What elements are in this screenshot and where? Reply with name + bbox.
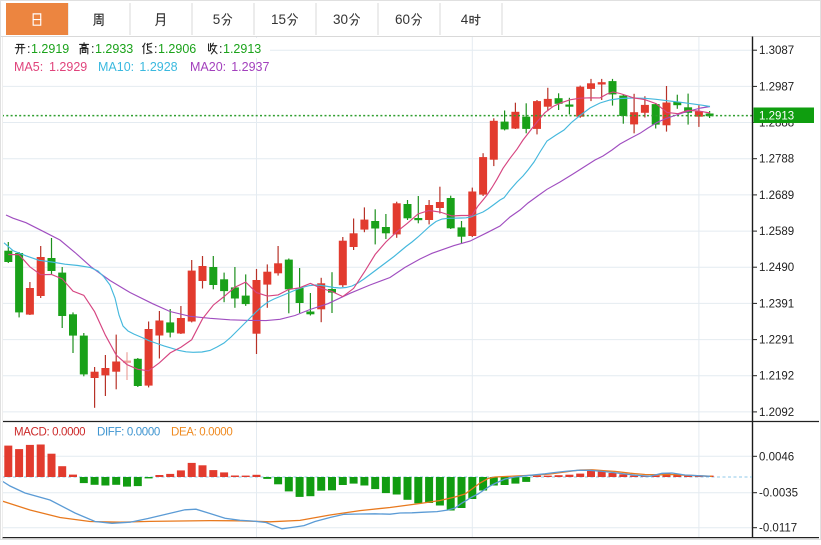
svg-text:MA10:: MA10: — [98, 60, 134, 74]
svg-text:1.2689: 1.2689 — [759, 190, 794, 202]
svg-text:1.2929: 1.2929 — [49, 60, 87, 74]
svg-text:-0.0117: -0.0117 — [759, 523, 797, 535]
svg-text:1.2788: 1.2788 — [759, 154, 794, 166]
svg-text:0.0046: 0.0046 — [759, 451, 794, 463]
svg-text:1.2092: 1.2092 — [759, 407, 794, 419]
svg-text:MA20:: MA20: — [190, 60, 226, 74]
svg-text:5: 5 — [213, 12, 221, 27]
svg-text::: : — [27, 42, 30, 56]
svg-text:1.2589: 1.2589 — [759, 226, 794, 238]
svg-text:4: 4 — [461, 12, 469, 27]
svg-text:1.2391: 1.2391 — [759, 298, 794, 310]
svg-text:60: 60 — [395, 12, 410, 27]
svg-text:1.2913: 1.2913 — [759, 111, 794, 123]
svg-text:-0.0035: -0.0035 — [759, 488, 798, 500]
svg-text::: : — [219, 42, 222, 56]
svg-text::: : — [91, 42, 94, 56]
svg-text::: : — [154, 42, 157, 56]
svg-text:1.2490: 1.2490 — [759, 262, 794, 274]
svg-text:1.2291: 1.2291 — [759, 335, 794, 347]
svg-text:1.2913: 1.2913 — [223, 42, 261, 56]
svg-text:15: 15 — [271, 12, 286, 27]
svg-text:30: 30 — [333, 12, 348, 27]
svg-text:1.2919: 1.2919 — [31, 42, 69, 56]
svg-text:1.3087: 1.3087 — [759, 45, 794, 57]
svg-text:1.2906: 1.2906 — [158, 42, 196, 56]
svg-text:DIFF: 0.0000: DIFF: 0.0000 — [97, 427, 160, 439]
svg-text:MA5:: MA5: — [14, 60, 43, 74]
svg-text:MACD: 0.0000: MACD: 0.0000 — [14, 427, 85, 439]
svg-text:1.2937: 1.2937 — [231, 60, 269, 74]
svg-text:DEA: 0.0000: DEA: 0.0000 — [171, 427, 232, 439]
svg-text:1.2192: 1.2192 — [759, 371, 794, 383]
svg-text:1.2987: 1.2987 — [759, 81, 794, 93]
svg-text:1.2928: 1.2928 — [139, 60, 177, 74]
svg-text:1.2933: 1.2933 — [95, 42, 133, 56]
